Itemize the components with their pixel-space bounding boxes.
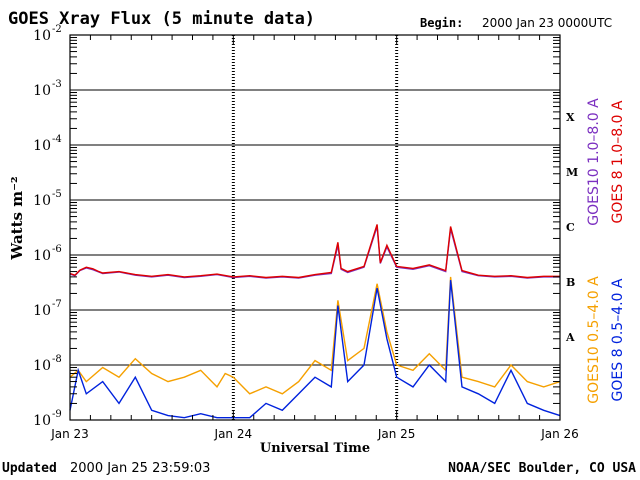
x-tick-label: Jan 25 <box>377 427 416 441</box>
y-tick-label: 10 -4 <box>33 134 62 154</box>
y-tick-base: 10 <box>33 138 51 154</box>
series-line <box>69 280 561 419</box>
y-tick-base: 10 <box>33 358 51 374</box>
updated-value: 2000 Jan 25 23:59:03 <box>70 461 210 476</box>
y-tick-label: 10 -3 <box>33 79 62 99</box>
plot-border <box>69 34 561 421</box>
updated-label: Updated <box>2 461 57 476</box>
chart-title: GOES Xray Flux (5 minute data) <box>8 9 315 29</box>
x-tick-labels: Jan 23 Jan 24 Jan 25 Jan 26 <box>50 427 579 441</box>
y-tick-exponent: -9 <box>52 409 62 420</box>
flare-class-label: B <box>566 276 575 289</box>
y-tick-exponent: -7 <box>52 299 62 310</box>
flare-class-label: M <box>566 166 578 179</box>
y-tick-exponent: -3 <box>52 79 62 90</box>
y-tick-label: 10 -5 <box>33 189 62 209</box>
x-tick-label: Jan 24 <box>214 427 253 441</box>
series-layer <box>69 224 561 419</box>
y-tick-label: 10 -9 <box>33 409 62 429</box>
y-tick-base: 10 <box>33 193 51 209</box>
y-axis-label: Watts m⁻² <box>8 176 26 260</box>
y-tick-label: 10 -8 <box>33 354 62 374</box>
series-line <box>69 226 560 279</box>
y-tick-exponent: -8 <box>52 354 62 365</box>
grid-lines <box>70 34 560 421</box>
y-tick-exponent: -4 <box>52 134 62 145</box>
begin-label: Begin: <box>420 16 463 30</box>
legend-entry: GOES10 1.0–8.0 A <box>586 98 602 226</box>
y-tick-label: 10 -2 <box>33 24 62 44</box>
flare-class-label: C <box>566 221 575 234</box>
flare-class-label: A <box>565 331 575 344</box>
series-line <box>69 276 561 395</box>
legend: GOES10 1.0–8.0 A GOES 8 1.0–8.0 A GOES10 0… <box>586 98 626 404</box>
y-tick-base: 10 <box>33 413 51 429</box>
y-tick-exponent: -2 <box>52 24 62 35</box>
legend-entry: GOES 8 1.0–8.0 A <box>610 100 626 223</box>
series-line <box>69 224 560 279</box>
credit-text: NOAA/SEC Boulder, CO USA <box>448 461 636 476</box>
flare-class-label: X <box>566 111 575 124</box>
legend-entry: GOES10 0.5–4.0 A <box>586 276 602 404</box>
y-tick-base: 10 <box>33 248 51 264</box>
y-tick-label: 10 -6 <box>33 244 62 264</box>
plot-frame <box>69 34 561 421</box>
begin-value: 2000 Jan 23 0000UTC <box>482 16 612 30</box>
x-tick-label: Jan 26 <box>540 427 579 441</box>
y-tick-base: 10 <box>33 303 51 319</box>
y-tick-exponent: -5 <box>52 189 62 200</box>
y-tick-exponent: -6 <box>52 244 62 255</box>
y-tick-labels: 10-210-310-410-510-610-710-810-9 <box>33 24 62 429</box>
x-axis-label: Universal Time <box>260 441 370 456</box>
legend-entry: GOES 8 0.5–4.0 A <box>610 278 626 401</box>
y-tick-base: 10 <box>33 28 51 44</box>
x-tick-label: Jan 23 <box>50 427 89 441</box>
flare-class-labels: X M C B A <box>565 111 578 344</box>
y-tick-label: 10 -7 <box>33 299 62 319</box>
y-tick-base: 10 <box>33 83 51 99</box>
